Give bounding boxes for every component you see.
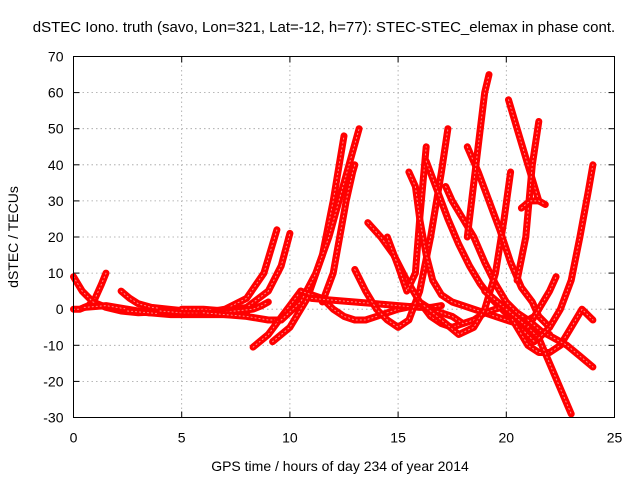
series-31-markers [527,276,557,328]
series-group [70,71,597,418]
series-2-markers [73,276,152,314]
series-9-markers [202,312,280,321]
x-tick-label: 20 [499,430,515,446]
x-tick-label: 10 [282,430,298,446]
y-tick-label: -10 [43,337,63,353]
y-tick-label: 0 [56,301,64,317]
y-tick-label: 20 [48,229,64,245]
x-tick-label: 15 [390,430,406,446]
axis-ticks: 0 5 10 15 20 25 -30 -20 -10 0 10 20 30 40 50 60 70 [43,49,622,446]
y-axis-label: dSTEC / TECUs [5,186,21,288]
x-tick-label: 0 [70,430,78,446]
series-26-markers [508,99,540,202]
y-tick-label: 70 [48,49,64,65]
series-13-line [318,161,359,306]
grid [73,56,615,418]
chart-title: dSTEC Iono. truth (savo, Lon=321, Lat=-1… [33,19,615,36]
y-tick-label: 10 [48,265,64,281]
series-12-markers [280,128,360,321]
y-tick-label: 60 [48,85,64,101]
plot-frame [73,56,615,418]
series-30-markers [505,308,572,415]
series-33-line [535,161,597,342]
series-15-markers [311,297,442,308]
series-14-markers [300,290,416,321]
series-4-markers [120,290,187,312]
series-32-line [524,316,597,371]
x-axis-label: GPS time / hours of day 234 of year 2014 [211,458,469,474]
series-25-markers [466,74,490,238]
series-23-markers [423,171,512,335]
series-12-line [277,125,363,324]
series-9-line [199,309,283,324]
y-tick-label: -30 [43,410,63,426]
series-11-markers [272,135,345,343]
series-10-markers [252,290,302,348]
x-tick-label: 5 [178,430,186,446]
y-tick-label: 50 [48,121,64,137]
y-tick-label: -20 [43,373,63,389]
series-16-markers [354,128,449,328]
y-tick-label: 40 [48,157,64,173]
y-tick-label: 30 [48,193,64,209]
x-tick-label: 25 [607,430,623,446]
series-28-markers [520,200,546,209]
